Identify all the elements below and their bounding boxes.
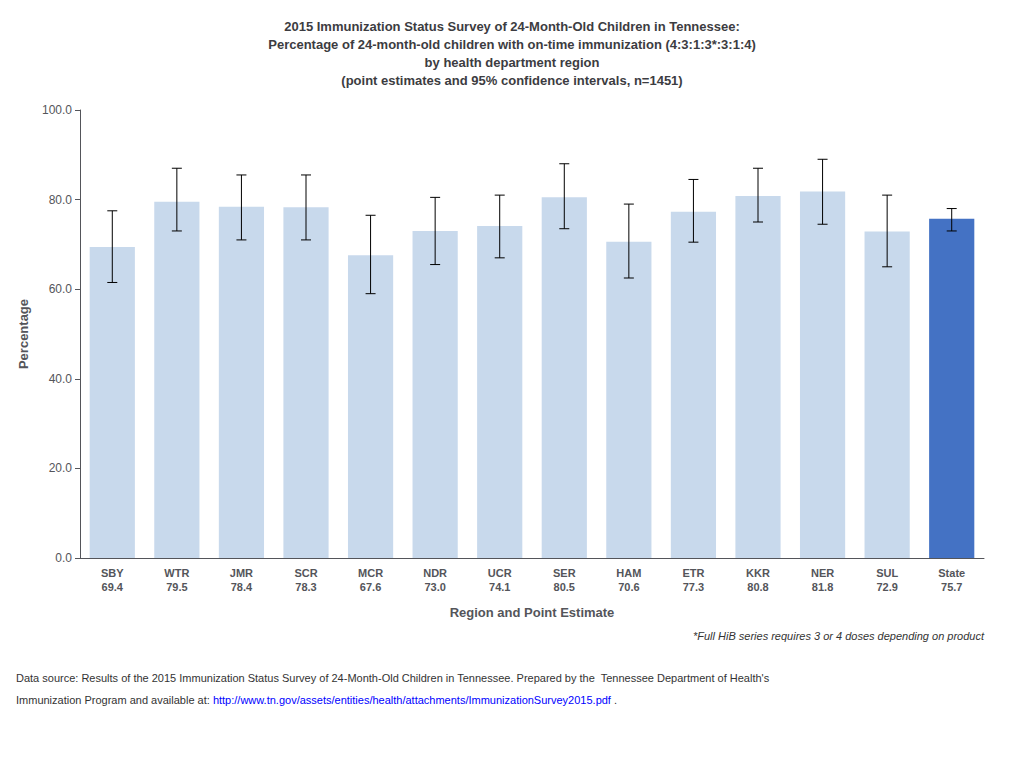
svg-text:79.5: 79.5 xyxy=(166,581,187,593)
svg-text:.: . xyxy=(611,694,617,706)
svg-text:Percentage of 24-month-old chi: Percentage of 24-month-old children with… xyxy=(268,37,756,52)
svg-text:78.4: 78.4 xyxy=(231,581,253,593)
svg-text:Data source: Results of the 20: Data source: Results of the 2015 Immuniz… xyxy=(16,672,770,684)
svg-text:HAM: HAM xyxy=(616,567,641,579)
svg-text:by health department region: by health department region xyxy=(425,55,600,70)
svg-text:73.0: 73.0 xyxy=(424,581,445,593)
svg-text:UCR: UCR xyxy=(488,567,512,579)
svg-text:80.0: 80.0 xyxy=(49,193,73,207)
svg-text:60.0: 60.0 xyxy=(49,282,73,296)
svg-text:MCR: MCR xyxy=(358,567,383,579)
svg-text:100.0: 100.0 xyxy=(42,103,72,117)
svg-text:80.5: 80.5 xyxy=(554,581,575,593)
svg-text:NER: NER xyxy=(811,567,834,579)
svg-text:(point estimates and 95% confi: (point estimates and 95% confidence inte… xyxy=(341,73,682,88)
svg-text:70.6: 70.6 xyxy=(618,581,639,593)
svg-text:KKR: KKR xyxy=(746,567,770,579)
svg-text:Region and Point Estimate: Region and Point Estimate xyxy=(450,605,615,620)
svg-text:78.3: 78.3 xyxy=(295,581,316,593)
svg-text:SBY: SBY xyxy=(101,567,124,579)
svg-text:SUL: SUL xyxy=(876,567,898,579)
svg-text:75.7: 75.7 xyxy=(941,581,962,593)
svg-text:http://www.tn.gov/assets/entit: http://www.tn.gov/assets/entities/health… xyxy=(213,694,612,706)
svg-text:20.0: 20.0 xyxy=(49,461,73,475)
svg-text:JMR: JMR xyxy=(230,567,253,579)
svg-text:80.8: 80.8 xyxy=(747,581,768,593)
svg-text:Immunization Program and avail: Immunization Program and available at: xyxy=(16,694,213,706)
svg-text:74.1: 74.1 xyxy=(489,581,510,593)
svg-text:0.0: 0.0 xyxy=(55,551,72,565)
svg-text:2015 Immunization Status Surve: 2015 Immunization Status Survey of 24-Mo… xyxy=(284,19,740,34)
svg-text:ETR: ETR xyxy=(682,567,704,579)
svg-text:SER: SER xyxy=(553,567,576,579)
svg-text:77.3: 77.3 xyxy=(683,581,704,593)
svg-text:WTR: WTR xyxy=(164,567,189,579)
svg-text:81.8: 81.8 xyxy=(812,581,833,593)
svg-text:67.6: 67.6 xyxy=(360,581,381,593)
svg-text:72.9: 72.9 xyxy=(876,581,897,593)
svg-text:*Full HiB series requires 3 or: *Full HiB series requires 3 or 4 doses d… xyxy=(693,630,985,642)
svg-text:NDR: NDR xyxy=(423,567,447,579)
svg-text:Percentage: Percentage xyxy=(16,299,31,369)
svg-text:SCR: SCR xyxy=(294,567,317,579)
svg-text:State: State xyxy=(938,567,965,579)
svg-text:69.4: 69.4 xyxy=(102,581,124,593)
svg-text:40.0: 40.0 xyxy=(49,372,73,386)
